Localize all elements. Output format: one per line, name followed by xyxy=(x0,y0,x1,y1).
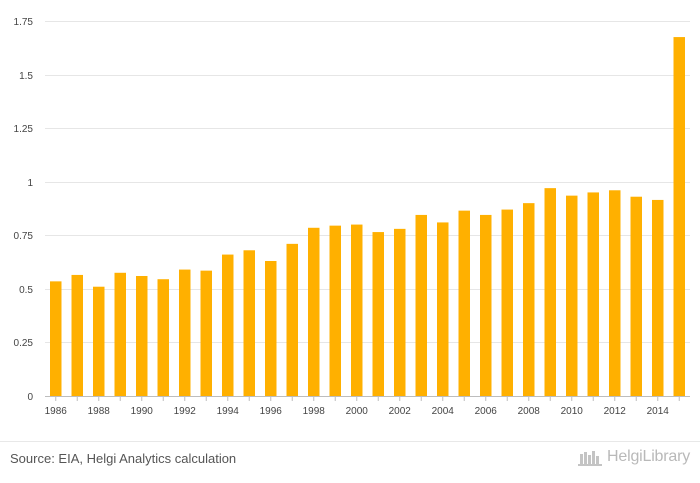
bar-1986[interactable] xyxy=(50,281,62,396)
bar-2003[interactable] xyxy=(415,214,428,396)
x-tick-label: 2000 xyxy=(346,406,369,417)
x-tick-label: 1986 xyxy=(45,406,68,417)
bar-2008[interactable] xyxy=(523,203,535,396)
x-tick-label: 2008 xyxy=(518,406,541,417)
bar-1991[interactable] xyxy=(157,279,170,396)
bar-1999[interactable] xyxy=(329,225,342,396)
x-tick-label: 1994 xyxy=(217,406,240,417)
y-tick-label: 0.25 xyxy=(14,338,34,349)
x-tick-label: 1998 xyxy=(303,406,326,417)
bar-1997[interactable] xyxy=(286,243,299,396)
brand-logo[interactable]: HelgiLibrary xyxy=(578,448,690,466)
brand-name: HelgiLibrary xyxy=(607,448,690,465)
bar-2010[interactable] xyxy=(566,195,578,396)
bar-1987[interactable] xyxy=(71,274,84,396)
bar-chart: 0 0.25 0.5 0.75 1 1.25 1.5 1.75 1986 1988 1990 1992… xyxy=(14,17,690,417)
bar-1998[interactable] xyxy=(308,227,320,396)
bar-2013[interactable] xyxy=(630,196,643,396)
bar-2009[interactable] xyxy=(544,188,557,396)
bar-1990[interactable] xyxy=(136,276,148,396)
bar-1996[interactable] xyxy=(265,261,277,396)
bar-1994[interactable] xyxy=(222,254,234,396)
bar-2002[interactable] xyxy=(394,228,406,396)
x-tick-label: 2006 xyxy=(475,406,498,417)
bar-2000[interactable] xyxy=(351,224,363,396)
chart-svg: 0 0.25 0.5 0.75 1 1.25 1.5 1.75 1986 1988 1990 1992… xyxy=(14,17,690,417)
bar-2011[interactable] xyxy=(587,192,600,396)
bar-2004[interactable] xyxy=(437,222,449,396)
y-tick-label: 0 xyxy=(27,392,33,403)
bar-1988[interactable] xyxy=(93,286,105,396)
x-tick-label: 1996 xyxy=(260,406,283,417)
bar-1989[interactable] xyxy=(114,272,127,396)
bar-2014[interactable] xyxy=(652,199,664,396)
source-note: Source: EIA, Helgi Analytics calculation xyxy=(10,451,237,466)
x-tick-label: 2012 xyxy=(604,406,627,417)
library-icon xyxy=(578,451,603,466)
y-tick-label: 1.25 xyxy=(14,124,34,135)
bar-1992[interactable] xyxy=(179,269,191,396)
y-tick-label: 0.75 xyxy=(14,231,34,242)
footer-divider xyxy=(0,441,700,442)
bar-1995[interactable] xyxy=(243,250,256,396)
bar-2007[interactable] xyxy=(501,209,514,396)
x-tick-label: 2004 xyxy=(432,406,455,417)
x-tick-label: 2002 xyxy=(389,406,412,417)
x-tick-label: 1988 xyxy=(88,406,111,417)
x-tick-label: 1990 xyxy=(131,406,154,417)
bar-2005[interactable] xyxy=(458,210,471,396)
bar-2006[interactable] xyxy=(480,214,492,396)
x-tick-label: 2010 xyxy=(561,406,584,417)
y-tick-label: 1.75 xyxy=(14,17,34,28)
bar-1993[interactable] xyxy=(200,270,213,396)
y-tick-label: 0.5 xyxy=(19,285,33,296)
x-tick-label: 1992 xyxy=(174,406,197,417)
bar-2012[interactable] xyxy=(609,190,621,396)
x-tick-label: 2014 xyxy=(647,406,670,417)
bar-2015[interactable] xyxy=(673,37,686,396)
y-tick-label: 1 xyxy=(27,178,33,189)
bar-2001[interactable] xyxy=(372,232,385,396)
y-tick-label: 1.5 xyxy=(19,71,33,82)
